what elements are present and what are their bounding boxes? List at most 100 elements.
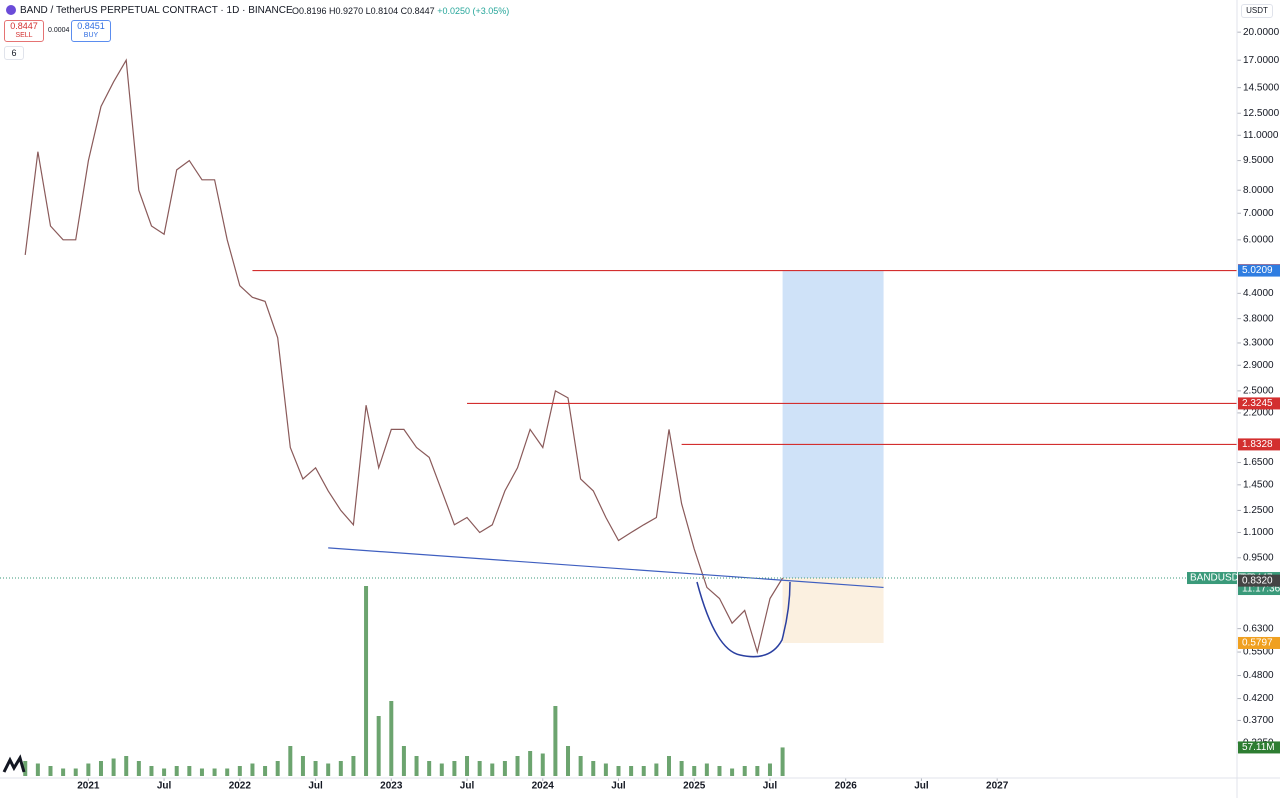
x-tick-label: 2022 xyxy=(229,781,252,792)
cup-drawing xyxy=(696,581,791,658)
volume-bar xyxy=(73,768,78,776)
price-tag xyxy=(1238,397,1280,410)
volume-bar xyxy=(111,758,116,776)
volume-bar xyxy=(174,766,179,776)
x-tick-label: Jul xyxy=(157,781,172,792)
currency[interactable]: USDT xyxy=(1241,4,1273,18)
y-tick-label: 6.0000 xyxy=(1243,234,1274,245)
volume-bar xyxy=(124,756,129,776)
open: O0.8196 xyxy=(292,6,327,16)
volume-bar xyxy=(767,763,772,776)
x-tick-label: Jul xyxy=(611,781,626,792)
volume-bar xyxy=(389,701,394,776)
y-tick-label: 0.3700 xyxy=(1243,715,1274,726)
volume-bar xyxy=(313,761,318,776)
x-tick-label: 2025 xyxy=(683,781,706,792)
indicators-toggle[interactable]: 6 xyxy=(4,46,24,60)
y-tick-label: 8.0000 xyxy=(1243,185,1274,196)
volume-bar xyxy=(149,766,154,776)
x-tick-label: 2023 xyxy=(380,781,403,792)
volume-bar xyxy=(61,768,66,776)
price-tag-label: 0.5797 xyxy=(1242,638,1273,649)
volume-bar xyxy=(86,763,91,776)
symbol-tag-label: BANDUSDT.P xyxy=(1190,573,1254,584)
symbol[interactable]: BAND / TetherUS PERPETUAL CONTRACT · 1D … xyxy=(20,5,293,16)
price-tag-label: 0.8320 xyxy=(1242,575,1273,586)
volume-bar xyxy=(162,768,167,776)
volume-bar xyxy=(490,763,495,776)
volume-bar xyxy=(250,763,255,776)
x-tick-label: Jul xyxy=(763,781,778,792)
y-tick-label: 2.9000 xyxy=(1243,360,1274,371)
y-tick-label: 4.4000 xyxy=(1243,288,1274,299)
symbol-icon xyxy=(6,5,16,15)
volume-bar xyxy=(477,761,482,776)
indicators-count: 6 xyxy=(11,48,17,58)
volume-bar xyxy=(603,763,608,776)
y-tick-label: 1.2500 xyxy=(1243,505,1274,516)
volume-bar xyxy=(275,761,280,776)
price-line xyxy=(24,58,784,655)
ohlc: O0.8196 H0.9270 L0.8104 C0.8447 +0.0250 … xyxy=(292,6,509,16)
volume-bar xyxy=(338,761,343,776)
volume-bar xyxy=(717,766,722,776)
volume-bar xyxy=(300,756,305,776)
buy-button[interactable]: 0.8451 BUY xyxy=(71,20,111,42)
price-timer: 11:17:36 xyxy=(1242,584,1280,595)
price-tag xyxy=(1238,264,1280,277)
sell-label: SELL xyxy=(15,32,33,39)
volume-bar xyxy=(616,766,621,776)
price-tag xyxy=(1238,636,1280,649)
volume-bar xyxy=(414,756,419,776)
y-tick-label: 0.4200 xyxy=(1243,693,1274,704)
y-tick-label: 2.2000 xyxy=(1243,408,1274,419)
volume-bar xyxy=(199,768,204,776)
volume-bar xyxy=(427,761,432,776)
sell-button[interactable]: 0.8447 SELL xyxy=(4,20,44,42)
buy-label: BUY xyxy=(83,32,99,39)
volume-bar xyxy=(755,766,760,776)
volume-bar xyxy=(23,761,28,776)
y-tick-label: 14.5000 xyxy=(1243,82,1280,93)
low: L0.8104 xyxy=(365,6,399,16)
volume-bar xyxy=(780,747,785,776)
volume-bar xyxy=(136,761,141,776)
y-tick-label: 7.0000 xyxy=(1243,208,1274,219)
volume-bar xyxy=(439,763,444,776)
y-tick-label: 11.0000 xyxy=(1243,130,1279,141)
volume-bar xyxy=(401,746,406,776)
volume-bar xyxy=(98,761,103,776)
volume-bar xyxy=(654,763,659,776)
loss-zone xyxy=(782,578,884,643)
x-tick-label: 2027 xyxy=(986,781,1009,792)
y-tick-label: 17.0000 xyxy=(1243,55,1280,66)
volume-bar xyxy=(692,766,697,776)
volume-bar xyxy=(742,766,747,776)
price-tag-label: 5.0209 xyxy=(1242,265,1273,276)
high: H0.9270 xyxy=(329,6,364,16)
volume-bar xyxy=(528,751,533,776)
logo xyxy=(2,754,26,773)
volume-tag-label: 57.11M xyxy=(1242,742,1275,753)
volume-bar xyxy=(364,586,369,776)
profit-zone xyxy=(782,270,884,579)
x-tick-label: 2021 xyxy=(77,781,100,792)
volume-bar xyxy=(679,761,684,776)
x-tick-label: 2024 xyxy=(532,781,555,792)
x-tick-label: 2026 xyxy=(835,781,858,792)
volume-bar xyxy=(48,766,53,776)
x-tick-label: Jul xyxy=(308,781,323,792)
y-tick-label: 1.1000 xyxy=(1243,527,1274,538)
x-tick-label: Jul xyxy=(460,781,475,792)
volume-bar xyxy=(566,746,571,776)
y-tick-label: 3.8000 xyxy=(1243,313,1274,324)
price-tag-label: 1.8328 xyxy=(1242,439,1273,450)
price-tag-label: 2.3245 xyxy=(1242,398,1273,409)
x-tick-label: Jul xyxy=(914,781,929,792)
volume-bar xyxy=(578,756,583,776)
volume-bar xyxy=(263,766,268,776)
volume-bar xyxy=(629,766,634,776)
volume-bar xyxy=(540,753,545,776)
